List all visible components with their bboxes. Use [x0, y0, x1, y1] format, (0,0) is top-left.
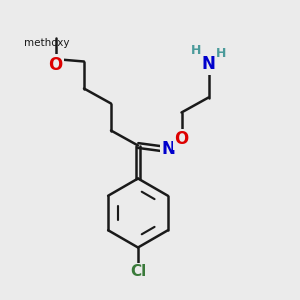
Text: H: H	[216, 47, 226, 61]
Text: H: H	[191, 44, 201, 58]
Text: methoxy: methoxy	[24, 38, 69, 49]
Text: Cl: Cl	[130, 264, 146, 279]
Text: O: O	[174, 130, 189, 148]
Text: N: N	[161, 140, 175, 158]
Text: O: O	[48, 56, 63, 74]
Text: N: N	[202, 56, 215, 74]
